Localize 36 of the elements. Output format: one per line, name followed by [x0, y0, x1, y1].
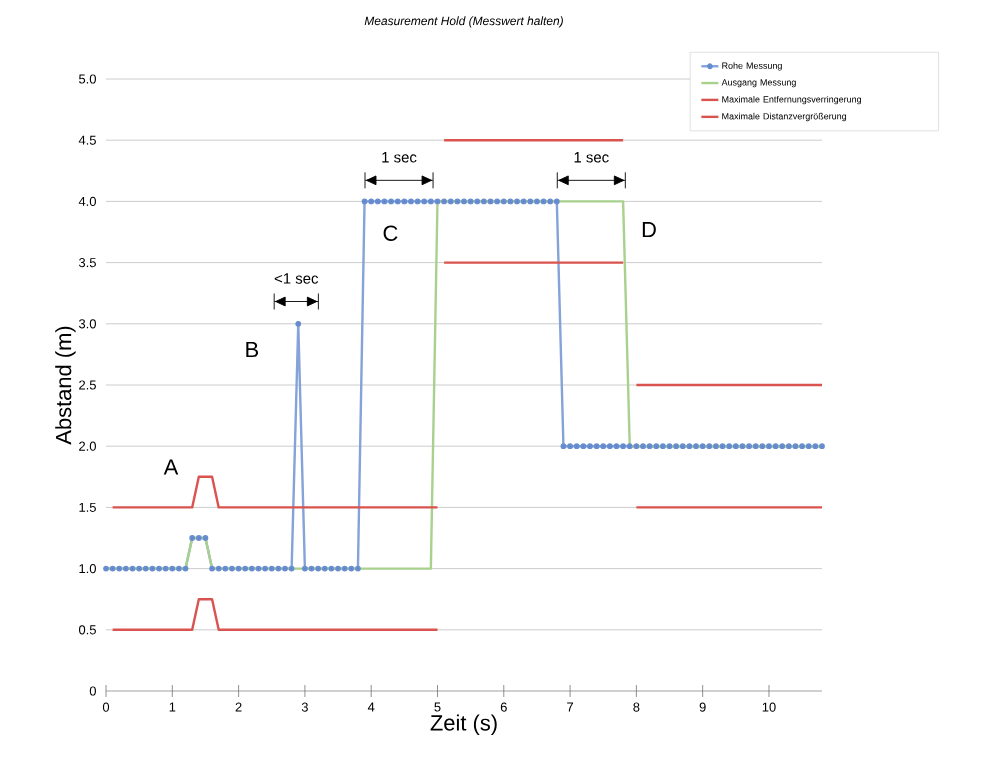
annotation: <1 sec	[274, 273, 319, 284]
legend-label: Ausgang Messung	[721, 79, 796, 88]
x-tick-label: 10	[762, 702, 776, 712]
y-tick-label: 4.0	[78, 196, 96, 206]
legend-label: Maximale Distanzvergrößerung	[722, 112, 847, 122]
x-tick-label: 3	[301, 702, 308, 712]
chart-title: Measurement Hold (Messwert halten)	[364, 16, 563, 28]
y-tick-label: 2.5	[79, 380, 96, 390]
x-tick-label: 2	[235, 702, 242, 712]
x-tick-label: 5	[434, 702, 441, 712]
x-tick-label: 1	[169, 702, 176, 712]
x-tick-label: 4	[367, 702, 375, 712]
y-tick-label: 0.5	[78, 625, 96, 635]
x-tick-label: 9	[699, 702, 706, 712]
x-tick-label: 8	[633, 702, 640, 712]
annotation: 1 sec	[574, 152, 609, 163]
y-tick-label: 5.0	[78, 74, 96, 84]
y-axis-title: Abstand (m)	[55, 326, 76, 445]
annotation: B	[246, 341, 259, 358]
y-tick-label: 1.5	[79, 502, 96, 512]
y-tick-label: 4.5	[78, 135, 96, 145]
annotation: A	[163, 459, 179, 475]
y-tick-label: 2.0	[79, 441, 96, 451]
y-tick-label: 3.5	[78, 258, 96, 268]
legend-label: Maximale Entfernungsverringerung	[722, 95, 862, 105]
x-tick-label: 0	[102, 702, 110, 712]
y-tick-label: 1.0	[79, 564, 96, 574]
y-tick-label: 3.0	[78, 319, 96, 329]
annotation: C	[383, 225, 398, 241]
y-tick-label: 0	[89, 686, 96, 696]
x-axis-title: Zeit (s)	[430, 714, 497, 735]
legend-label: Rohe Messung	[722, 62, 782, 71]
x-tick-label: 7	[567, 702, 574, 712]
annotation: D	[642, 222, 656, 238]
annotation: 1 sec	[382, 152, 417, 163]
x-tick-label: 6	[500, 702, 507, 712]
